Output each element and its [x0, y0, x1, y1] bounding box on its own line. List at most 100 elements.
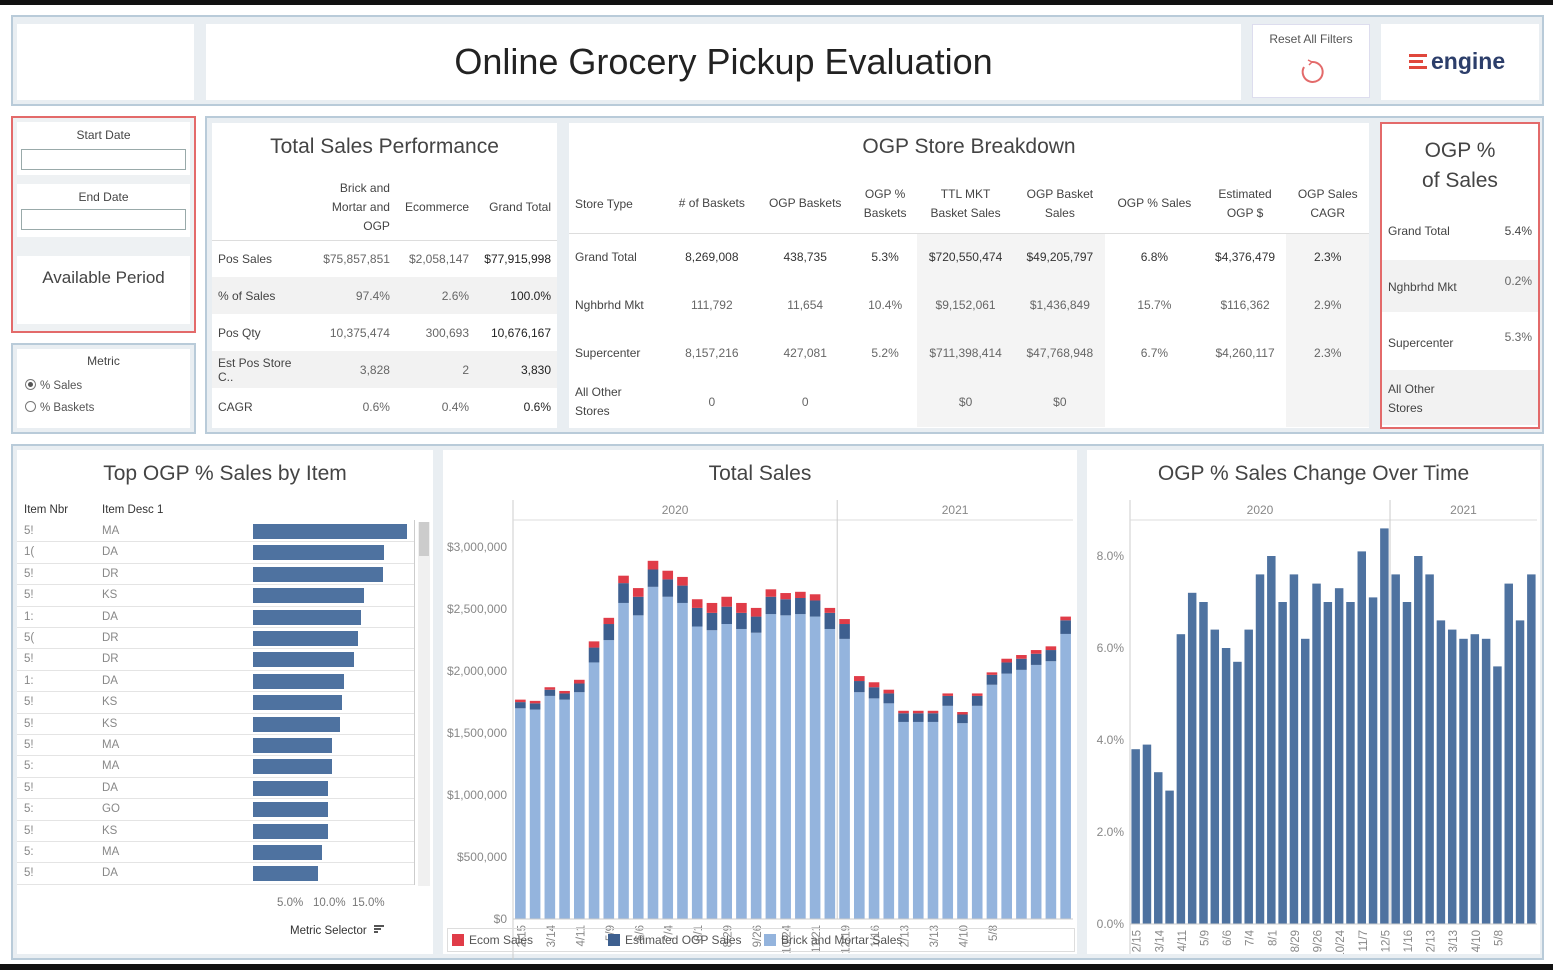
bar-segment — [839, 638, 850, 919]
ogp-pct-row-all-other: All Other Stores — [1382, 370, 1538, 425]
total-sales-title: Total Sales — [708, 462, 812, 485]
row-divider — [17, 798, 414, 800]
bar-segment — [632, 615, 644, 919]
bar-segment — [780, 599, 791, 616]
legend-item-brick-mortar: Brick and Mortar Sales — [764, 933, 902, 947]
bar-segment — [883, 703, 895, 919]
item-bar[interactable] — [253, 695, 342, 711]
bar-segment — [544, 695, 556, 919]
metric-option-baskets[interactable]: % Baskets — [25, 401, 94, 414]
col-header-text: Brick and Mortar and OGP — [331, 180, 390, 233]
ogp-change-panel: OGP % Sales Change Over Time 2020 2021 0.0… — [1087, 450, 1540, 954]
end-date-input[interactable] — [21, 209, 186, 230]
table-row: Pos Sales $75,857,851 $2,058,147 $77,915… — [212, 240, 557, 277]
bar-segment — [736, 628, 747, 919]
item-nbr: 5! — [24, 867, 34, 880]
scrollbar-track[interactable] — [418, 522, 430, 886]
col-header-text: Store Type — [575, 196, 633, 211]
bar-segment — [736, 602, 747, 613]
item-bar[interactable] — [253, 524, 408, 539]
cell: $1,436,849 — [1014, 281, 1106, 329]
cell: 0 — [708, 395, 716, 409]
bar-segment — [647, 560, 659, 570]
reset-filters-panel[interactable]: Reset All Filters — [1252, 24, 1370, 98]
bar-segment — [721, 624, 732, 919]
bar — [1504, 583, 1513, 924]
item-desc: KS — [102, 824, 118, 837]
col-header: TTL MKT Basket Sales — [917, 175, 1015, 233]
x-tick-label: 10/24 — [782, 924, 794, 953]
bar — [1380, 528, 1389, 924]
bar-segment — [750, 632, 762, 919]
ogp-store-breakdown-title: OGP Store Breakdown — [862, 135, 1076, 158]
item-desc: DA — [102, 674, 118, 687]
col-header-grand-total: Grand Total — [489, 200, 551, 215]
bar-segment — [750, 616, 762, 633]
item-bar[interactable] — [253, 716, 340, 732]
metric-selector-button[interactable]: Metric Selector — [290, 924, 386, 937]
radio-unselected-icon[interactable] — [25, 401, 36, 412]
item-bar[interactable] — [253, 652, 355, 668]
row-label: Supercenter — [575, 345, 641, 360]
row-divider — [17, 648, 414, 650]
sort-icon[interactable] — [373, 924, 386, 934]
bar-segment — [588, 662, 600, 919]
item-bar[interactable] — [253, 823, 329, 839]
bar-segment — [1030, 650, 1042, 654]
bar-segment — [721, 606, 732, 625]
scrollbar-thumb[interactable] — [419, 522, 429, 556]
bar-segment — [691, 626, 703, 919]
cell: 2.3% — [1286, 329, 1369, 377]
item-bar[interactable] — [253, 845, 323, 860]
bar — [1323, 602, 1333, 924]
item-bar[interactable] — [253, 673, 344, 689]
item-bar[interactable] — [253, 545, 384, 561]
x-tick-label: 9/26 — [1313, 930, 1325, 952]
bar — [1255, 574, 1265, 924]
end-date-label: End Date — [78, 190, 129, 204]
radio-selected-icon[interactable] — [25, 379, 36, 390]
cell: 3,830 — [520, 362, 551, 377]
item-bar[interactable] — [253, 780, 329, 796]
item-bar[interactable] — [253, 631, 359, 646]
top-items-title: Top OGP % Sales by Item — [103, 462, 347, 485]
bar-segment — [868, 687, 880, 699]
row-divider — [17, 819, 414, 821]
item-bar[interactable] — [253, 609, 362, 625]
cell: 10,375,474 — [329, 325, 390, 340]
bar-segment — [986, 672, 998, 675]
bar-segment — [647, 569, 659, 587]
bar — [1267, 556, 1276, 924]
row-label: Est Pos Store C.. — [218, 355, 292, 384]
reset-icon[interactable] — [1299, 59, 1325, 85]
item-bar[interactable] — [253, 738, 332, 753]
total-sales-panel: Total Sales 2020 2021 $0 $500,000 $1,000,000… — [443, 450, 1077, 960]
x-tick-label: 5/8 — [988, 925, 1000, 941]
start-date-input[interactable] — [21, 149, 186, 170]
x-tick-label: 5/9 — [1199, 930, 1211, 946]
item-desc: KS — [102, 717, 118, 730]
bar-segment — [986, 674, 998, 685]
bar-segment — [854, 676, 865, 682]
item-bar[interactable] — [253, 759, 332, 775]
bar-segment — [544, 689, 556, 696]
item-bar[interactable] — [253, 866, 319, 882]
x-tick-label: 8/29 — [1290, 930, 1302, 952]
ogp-pct-row-label: Grand Total — [1388, 224, 1450, 238]
item-bar[interactable] — [253, 802, 329, 818]
bar-segment — [1016, 655, 1027, 659]
x-tick-label: 12/19 — [841, 925, 853, 954]
bar-segment — [912, 710, 924, 714]
item-desc: DA — [102, 781, 118, 794]
cell: 100.0% — [510, 288, 551, 303]
metric-option-sales[interactable]: % Sales — [25, 379, 82, 392]
legend-swatch — [452, 934, 464, 946]
bar-segment — [1030, 664, 1042, 919]
header-left-blank — [17, 24, 194, 100]
item-bar[interactable] — [253, 588, 365, 604]
available-period-panel: Available Period — [17, 256, 190, 324]
cell: 6.8% — [1140, 250, 1169, 265]
item-bar[interactable] — [253, 566, 383, 582]
cell: $77,915,998 — [484, 251, 551, 266]
cell: 2.3% — [1286, 233, 1369, 281]
